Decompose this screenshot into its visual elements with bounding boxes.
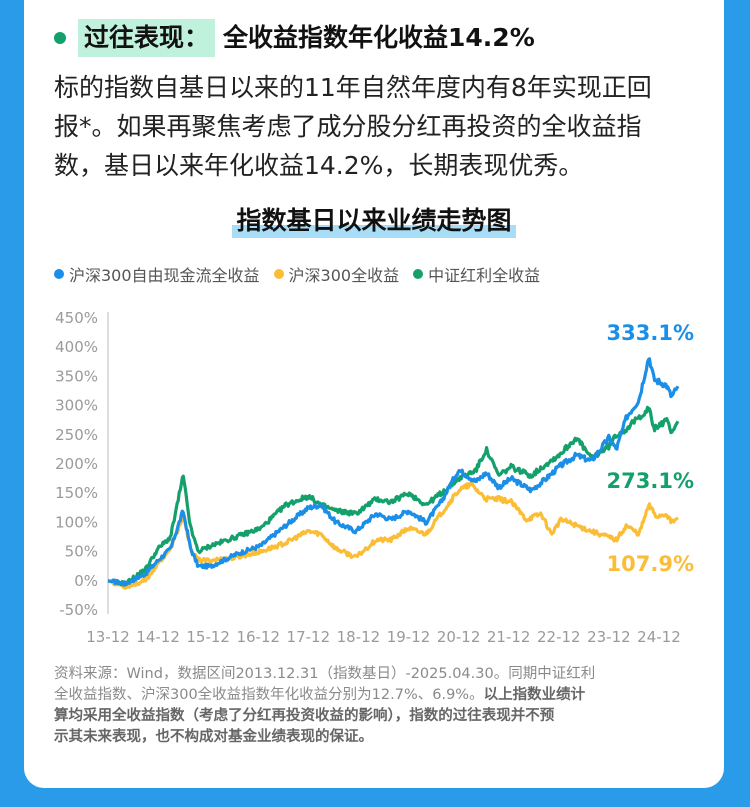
x-tick-label: 17-12	[287, 628, 331, 646]
y-tick-label: 350%	[55, 367, 98, 385]
description-paragraph: 标的指数自基日以来的11年自然年度内有8年实现正回 报*。如果再聚焦考虑了成分股…	[54, 68, 699, 185]
note-line: 示其未来表现，也不构成对基金业绩表现的保证。	[54, 727, 704, 748]
y-tick-label: 150%	[55, 484, 98, 502]
y-tick-label: 50%	[65, 543, 98, 561]
x-tick-label: 21-12	[487, 628, 531, 646]
x-tick-label: 18-12	[337, 628, 381, 646]
y-tick-label: -50%	[59, 601, 98, 619]
paragraph-line: 报*。如果再聚焦考虑了成分股分红再投资的全收益指	[54, 112, 642, 141]
x-tick-label: 20-12	[437, 628, 481, 646]
y-tick-label: 250%	[55, 426, 98, 444]
x-tick-label: 13-12	[86, 628, 130, 646]
y-tick-label: 200%	[55, 455, 98, 473]
paragraph-line: 数，基日以来年化收益14.2%，长期表现优秀。	[54, 151, 584, 180]
chart-title-text: 指数基日以来业绩走势图	[232, 204, 516, 238]
note-line: 算均采用全收益指数（考虑了分红再投资收益的影响），指数的过往表现并不预	[54, 706, 704, 727]
y-tick-label: 300%	[55, 397, 98, 415]
y-tick-label: 450%	[55, 309, 98, 327]
y-tick-label: 400%	[55, 338, 98, 356]
note-line: 资料来源：Wind，数据区间2013.12.31（指数基日）-2025.04.3…	[54, 666, 596, 682]
series-line-green	[107, 405, 680, 587]
heading-text: 全收益指数年化收益14.2%	[223, 23, 535, 52]
y-tick-label: 0%	[74, 572, 98, 590]
performance-line-chart: 450% 400% 350% 300% 250% 200% 150% 100% 50% 0% -50…	[55, 309, 694, 646]
note-bold-text: 算均采用全收益指数（考虑了分红再投资收益的影响），指数的过往表现并不预	[54, 708, 555, 724]
legend-dot-icon	[54, 269, 64, 279]
legend-item-yellow: 沪深300全收益	[273, 262, 400, 286]
end-value-label-yellow: 107.9%	[607, 552, 694, 576]
legend-label: 中证红利全收益	[428, 266, 541, 285]
series-line-yellow	[107, 481, 679, 590]
x-tick-label: 24-12	[637, 628, 681, 646]
y-tick-label: 100%	[55, 513, 98, 531]
note-bold-text: 以上指数业绩计	[483, 687, 586, 703]
legend-item-green: 中证红利全收益	[413, 262, 540, 286]
legend-label: 沪深300全收益	[288, 266, 400, 285]
x-tick-label: 15-12	[186, 628, 230, 646]
content-card: 过往表现： 全收益指数年化收益14.2% 标的指数自基日以来的11年自然年度内有…	[24, 0, 724, 788]
series-line-blue	[107, 357, 680, 587]
legend-label: 沪深300自由现金流全收益	[69, 266, 260, 285]
legend-item-blue: 沪深300自由现金流全收益	[54, 262, 260, 286]
note-line: 全收益指数、沪深300全收益指数年化收益分别为12.7%、6.9%。以上指数业绩…	[54, 685, 704, 706]
section-heading: 过往表现： 全收益指数年化收益14.2%	[54, 18, 535, 58]
x-tick-label: 23-12	[587, 628, 631, 646]
x-tick-label: 22-12	[537, 628, 581, 646]
paragraph-line: 标的指数自基日以来的11年自然年度内有8年实现正回	[54, 73, 652, 102]
source-note: 资料来源：Wind，数据区间2013.12.31（指数基日）-2025.04.3…	[54, 664, 704, 748]
chart-legend: 沪深300自由现金流全收益 沪深300全收益 中证红利全收益	[54, 262, 554, 286]
x-tick-label: 14-12	[136, 628, 180, 646]
end-value-label-green: 273.1%	[607, 469, 694, 493]
legend-dot-icon	[273, 269, 284, 279]
heading-tag: 过往表现：	[78, 19, 216, 57]
note-text: 全收益指数、沪深300全收益指数年化收益分别为12.7%、6.9%。	[54, 687, 484, 703]
bullet-dot-icon	[54, 32, 66, 44]
end-value-label-blue: 333.1%	[607, 321, 694, 345]
legend-dot-icon	[413, 269, 424, 279]
x-tick-label: 19-12	[387, 628, 431, 646]
x-tick-label: 16-12	[236, 628, 280, 646]
chart-title: 指数基日以来业绩走势图	[24, 204, 724, 238]
note-bold-text: 示其未来表现，也不构成对基金业绩表现的保证。	[54, 729, 373, 745]
